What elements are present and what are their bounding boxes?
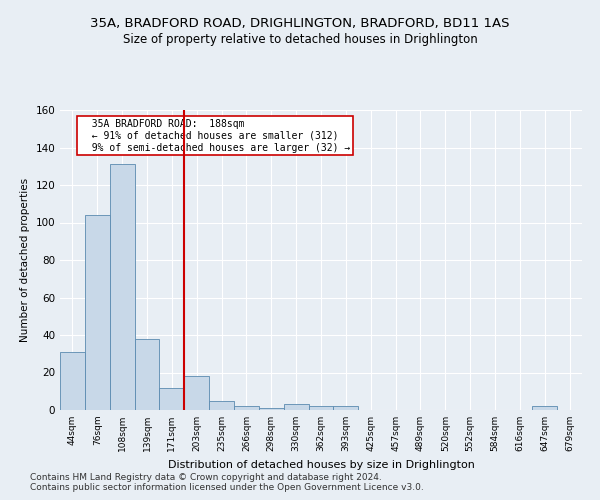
Bar [259, 408, 284, 410]
X-axis label: Distribution of detached houses by size in Drighlington: Distribution of detached houses by size … [167, 460, 475, 469]
Text: Size of property relative to detached houses in Drighlington: Size of property relative to detached ho… [122, 32, 478, 46]
Y-axis label: Number of detached properties: Number of detached properties [20, 178, 30, 342]
Bar [184, 376, 209, 410]
Text: Contains public sector information licensed under the Open Government Licence v3: Contains public sector information licen… [30, 484, 424, 492]
Bar [134, 339, 160, 410]
Bar [110, 164, 134, 410]
Text: Contains HM Land Registry data © Crown copyright and database right 2024.: Contains HM Land Registry data © Crown c… [30, 474, 382, 482]
Bar [284, 404, 308, 410]
Bar [209, 400, 234, 410]
Text: 35A, BRADFORD ROAD, DRIGHLINGTON, BRADFORD, BD11 1AS: 35A, BRADFORD ROAD, DRIGHLINGTON, BRADFO… [90, 18, 510, 30]
Bar [234, 406, 259, 410]
Text: 35A BRADFORD ROAD:  188sqm
  ← 91% of detached houses are smaller (312)
  9% of : 35A BRADFORD ROAD: 188sqm ← 91% of detac… [80, 120, 350, 152]
Bar [60, 352, 85, 410]
Bar [308, 406, 334, 410]
Bar [160, 388, 184, 410]
Bar [334, 406, 358, 410]
Bar [532, 406, 557, 410]
Bar [85, 215, 110, 410]
